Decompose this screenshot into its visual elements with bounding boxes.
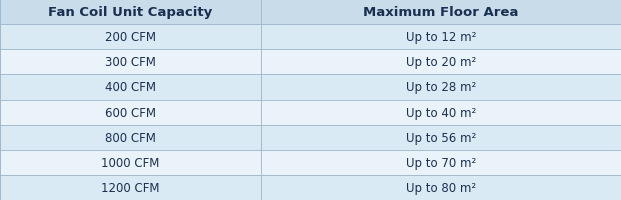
- Text: 200 CFM: 200 CFM: [105, 31, 156, 44]
- Bar: [0, 175, 261, 200]
- Text: 400 CFM: 400 CFM: [105, 81, 156, 94]
- Text: Up to 28 m²: Up to 28 m²: [406, 81, 476, 94]
- Bar: [0, 50, 261, 75]
- Bar: [0, 75, 261, 100]
- Bar: [261, 50, 621, 75]
- Bar: [0, 25, 261, 50]
- Bar: [261, 150, 621, 175]
- Text: 800 CFM: 800 CFM: [105, 131, 156, 144]
- Text: Up to 20 m²: Up to 20 m²: [406, 56, 476, 69]
- Bar: [0, 100, 261, 125]
- Bar: [0, 125, 261, 150]
- Text: 300 CFM: 300 CFM: [105, 56, 156, 69]
- Bar: [261, 0, 621, 25]
- Text: Up to 12 m²: Up to 12 m²: [406, 31, 476, 44]
- Text: Up to 40 m²: Up to 40 m²: [406, 106, 476, 119]
- Text: Fan Coil Unit Capacity: Fan Coil Unit Capacity: [48, 6, 212, 19]
- Text: Maximum Floor Area: Maximum Floor Area: [363, 6, 519, 19]
- Text: Up to 56 m²: Up to 56 m²: [406, 131, 476, 144]
- Text: Up to 80 m²: Up to 80 m²: [406, 181, 476, 194]
- Bar: [0, 0, 261, 25]
- Bar: [261, 25, 621, 50]
- Text: 1200 CFM: 1200 CFM: [101, 181, 160, 194]
- Bar: [261, 75, 621, 100]
- Text: 600 CFM: 600 CFM: [105, 106, 156, 119]
- Bar: [261, 175, 621, 200]
- Text: Up to 70 m²: Up to 70 m²: [406, 156, 476, 169]
- Bar: [0, 150, 261, 175]
- Text: 1000 CFM: 1000 CFM: [101, 156, 160, 169]
- Bar: [261, 125, 621, 150]
- Bar: [261, 100, 621, 125]
